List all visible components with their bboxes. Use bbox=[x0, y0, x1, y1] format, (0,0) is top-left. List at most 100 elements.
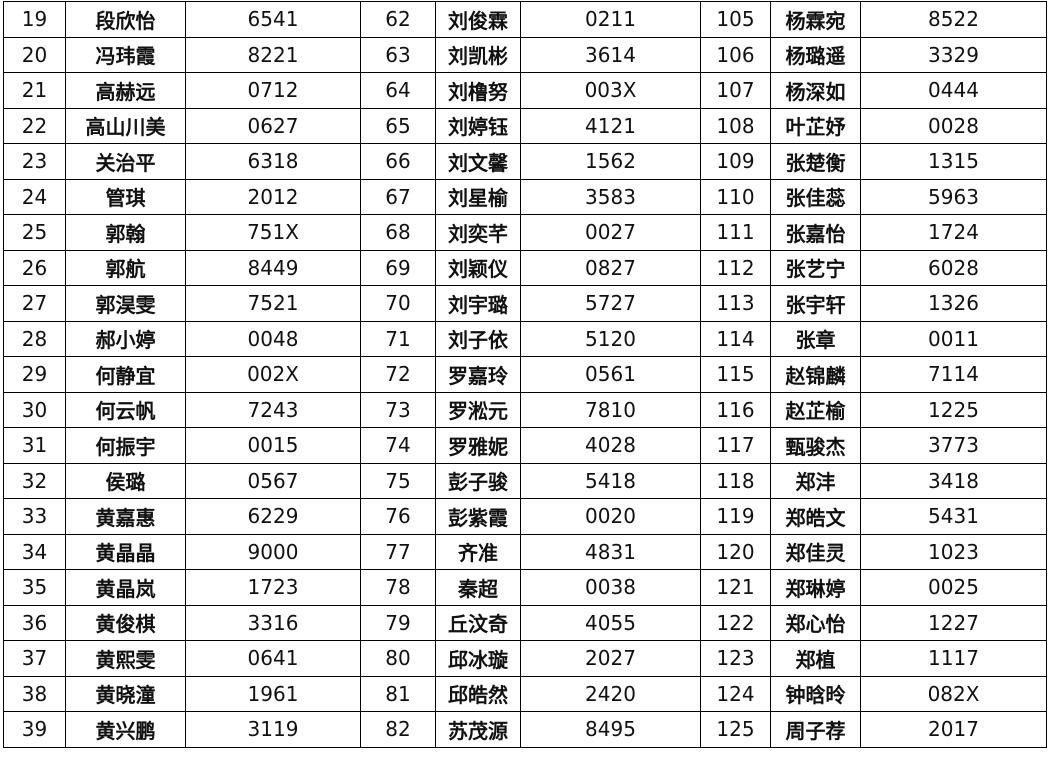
cell-code: 5120 bbox=[520, 320, 701, 357]
cell-number: 79 bbox=[360, 604, 436, 641]
cell-code: 3583 bbox=[520, 178, 701, 215]
cell-code: 5418 bbox=[520, 462, 701, 499]
cell-name: 杨霖宛 bbox=[770, 1, 861, 38]
cell-code: 4028 bbox=[520, 427, 701, 464]
cell-name: 管琪 bbox=[65, 178, 186, 215]
cell-code: 1315 bbox=[860, 143, 1047, 180]
cell-name: 刘颖仪 bbox=[435, 249, 521, 286]
cell-name: 黄晓潼 bbox=[65, 675, 186, 712]
cell-name: 刘星榆 bbox=[435, 178, 521, 215]
table-row: 35 黄晶岚 1723 78 秦超 0038 121 郑琳婷 0025 bbox=[3, 569, 1047, 606]
cell-code: 0567 bbox=[185, 462, 361, 499]
cell-number: 28 bbox=[3, 320, 66, 357]
cell-number: 76 bbox=[360, 498, 436, 535]
table-row: 39 黄兴鹏 3119 82 苏茂源 8495 125 周子荐 2017 bbox=[3, 711, 1047, 748]
table-row: 33 黄嘉惠 6229 76 彭紫霞 0020 119 郑皓文 5431 bbox=[3, 498, 1047, 535]
cell-name: 张佳蕊 bbox=[770, 178, 861, 215]
cell-name: 郑植 bbox=[770, 640, 861, 677]
cell-name: 周子荐 bbox=[770, 711, 861, 748]
cell-code: 1724 bbox=[860, 214, 1047, 251]
cell-name: 冯玮霞 bbox=[65, 36, 186, 73]
cell-name: 何云帆 bbox=[65, 391, 186, 428]
table-row: 36 黄俊棋 3316 79 丘汶奇 4055 122 郑心怡 1227 bbox=[3, 604, 1047, 641]
cell-name: 郑心怡 bbox=[770, 604, 861, 641]
cell-name: 刘橹努 bbox=[435, 72, 521, 109]
cell-name: 高赫远 bbox=[65, 72, 186, 109]
cell-name: 何静宜 bbox=[65, 356, 186, 393]
cell-name: 赵锦麟 bbox=[770, 356, 861, 393]
cell-name: 郑沣 bbox=[770, 462, 861, 499]
table-row: 26 郭航 8449 69 刘颖仪 0827 112 张艺宁 6028 bbox=[3, 249, 1047, 286]
cell-number: 73 bbox=[360, 391, 436, 428]
cell-code: 5963 bbox=[860, 178, 1047, 215]
cell-number: 26 bbox=[3, 249, 66, 286]
cell-number: 119 bbox=[700, 498, 771, 535]
cell-code: 6028 bbox=[860, 249, 1047, 286]
cell-name: 苏茂源 bbox=[435, 711, 521, 748]
cell-name: 刘婷钰 bbox=[435, 107, 521, 144]
cell-number: 30 bbox=[3, 391, 66, 428]
table-row: 37 黄熙雯 0641 80 邱冰璇 2027 123 郑植 1117 bbox=[3, 640, 1047, 677]
cell-name: 赵芷榆 bbox=[770, 391, 861, 428]
cell-number: 123 bbox=[700, 640, 771, 677]
cell-name: 杨深如 bbox=[770, 72, 861, 109]
cell-code: 7521 bbox=[185, 285, 361, 322]
cell-code: 4831 bbox=[520, 533, 701, 570]
cell-number: 110 bbox=[700, 178, 771, 215]
cell-number: 109 bbox=[700, 143, 771, 180]
cell-name: 齐准 bbox=[435, 533, 521, 570]
cell-name: 邱皓然 bbox=[435, 675, 521, 712]
cell-number: 64 bbox=[360, 72, 436, 109]
cell-name: 杨璐遥 bbox=[770, 36, 861, 73]
cell-number: 118 bbox=[700, 462, 771, 499]
cell-code: 1225 bbox=[860, 391, 1047, 428]
cell-code: 1227 bbox=[860, 604, 1047, 641]
cell-code: 1723 bbox=[185, 569, 361, 606]
cell-code: 0712 bbox=[185, 72, 361, 109]
cell-name: 黄俊棋 bbox=[65, 604, 186, 641]
cell-code: 0048 bbox=[185, 320, 361, 357]
cell-name: 黄兴鹏 bbox=[65, 711, 186, 748]
cell-number: 125 bbox=[700, 711, 771, 748]
cell-name: 高山川美 bbox=[65, 107, 186, 144]
cell-name: 黄晶晶 bbox=[65, 533, 186, 570]
cell-name: 黄晶岚 bbox=[65, 569, 186, 606]
cell-name: 郭淏雯 bbox=[65, 285, 186, 322]
cell-number: 105 bbox=[700, 1, 771, 38]
cell-code: 003X bbox=[520, 72, 701, 109]
cell-number: 63 bbox=[360, 36, 436, 73]
cell-code: 002X bbox=[185, 356, 361, 393]
cell-name: 邱冰璇 bbox=[435, 640, 521, 677]
cell-number: 34 bbox=[3, 533, 66, 570]
cell-name: 段欣怡 bbox=[65, 1, 186, 38]
cell-number: 33 bbox=[3, 498, 66, 535]
cell-number: 115 bbox=[700, 356, 771, 393]
cell-number: 116 bbox=[700, 391, 771, 428]
cell-name: 罗嘉玲 bbox=[435, 356, 521, 393]
cell-code: 3316 bbox=[185, 604, 361, 641]
table-row: 32 侯璐 0567 75 彭子骏 5418 118 郑沣 3418 bbox=[3, 462, 1047, 499]
table-row: 31 何振宇 0015 74 罗雅妮 4028 117 甄骏杰 3773 bbox=[3, 427, 1047, 464]
cell-name: 彭子骏 bbox=[435, 462, 521, 499]
cell-number: 36 bbox=[3, 604, 66, 641]
cell-number: 29 bbox=[3, 356, 66, 393]
cell-code: 5727 bbox=[520, 285, 701, 322]
cell-number: 74 bbox=[360, 427, 436, 464]
cell-name: 张宇轩 bbox=[770, 285, 861, 322]
cell-number: 20 bbox=[3, 36, 66, 73]
cell-name: 张嘉怡 bbox=[770, 214, 861, 251]
cell-number: 121 bbox=[700, 569, 771, 606]
cell-number: 62 bbox=[360, 1, 436, 38]
cell-number: 25 bbox=[3, 214, 66, 251]
cell-number: 24 bbox=[3, 178, 66, 215]
cell-number: 67 bbox=[360, 178, 436, 215]
cell-name: 黄嘉惠 bbox=[65, 498, 186, 535]
cell-number: 78 bbox=[360, 569, 436, 606]
table-row: 28 郝小婷 0048 71 刘子依 5120 114 张章 0011 bbox=[3, 320, 1047, 357]
cell-name: 刘凯彬 bbox=[435, 36, 521, 73]
cell-code: 2027 bbox=[520, 640, 701, 677]
cell-code: 6541 bbox=[185, 1, 361, 38]
cell-name: 刘宇璐 bbox=[435, 285, 521, 322]
table-row: 20 冯玮霞 8221 63 刘凯彬 3614 106 杨璐遥 3329 bbox=[3, 36, 1047, 73]
table-row: 21 高赫远 0712 64 刘橹努 003X 107 杨深如 0444 bbox=[3, 72, 1047, 109]
